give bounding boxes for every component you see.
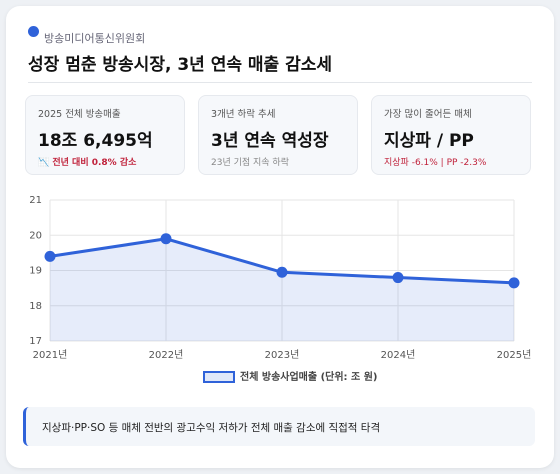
x-tick-label: 2023년 (265, 349, 300, 361)
dot (28, 26, 39, 37)
card: 방송미디어통신위원회 성장 멈춘 방송시장, 3년 연속 매출 감소세 2025… (6, 6, 554, 468)
stat-label: 2025 전체 방송매출 (38, 109, 121, 120)
stat-value: 지상파 / PP (384, 131, 474, 151)
y-tick-label: 21 (29, 195, 42, 206)
org: 방송미디어통신위원회 (44, 32, 146, 45)
stat-card: 2025 전체 방송매출 18조 6,495억 📉 전년 대비 0.8% 감소 (25, 95, 185, 175)
x-tick-label: 2024년 (381, 349, 416, 361)
area (50, 238, 514, 341)
point (508, 277, 520, 289)
stat-note: 지상파 -6.1% | PP -2.3% (384, 158, 487, 168)
point (392, 272, 404, 284)
point (276, 266, 288, 278)
stat-value: 3년 연속 역성장 (211, 131, 329, 151)
stat-label: 가장 많이 줄어든 매체 (384, 109, 472, 120)
legend-label: 전체 방송사업매출 (단위: 조 원) (240, 370, 377, 383)
point (44, 250, 56, 262)
stat-note: 23년 기점 지속 하락 (211, 158, 289, 168)
x-tick-label: 2025년 (497, 349, 532, 361)
stat-label: 3개년 하락 추세 (211, 109, 276, 120)
title: 성장 멈춘 방송시장, 3년 연속 매출 감소세 (28, 55, 333, 75)
y-tick-label: 17 (29, 336, 42, 347)
point (160, 233, 172, 245)
y-tick-label: 20 (29, 230, 42, 241)
stat-value: 18조 6,495억 (38, 131, 153, 151)
x-tick-label: 2022년 (149, 349, 184, 361)
legend-swatch (203, 371, 235, 383)
x-tick-label: 2021년 (33, 349, 68, 361)
y-tick-label: 18 (29, 301, 42, 312)
stat-note: 📉 전년 대비 0.8% 감소 (38, 158, 137, 168)
stat-card: 3개년 하락 추세 3년 연속 역성장 23년 기점 지속 하락 (198, 95, 358, 175)
footer-note: 지상파·PP·SO 등 매체 전반의 광고수익 저하가 전체 매출 감소에 직접… (23, 407, 535, 446)
divider (28, 82, 532, 83)
y-tick-label: 19 (29, 266, 42, 277)
